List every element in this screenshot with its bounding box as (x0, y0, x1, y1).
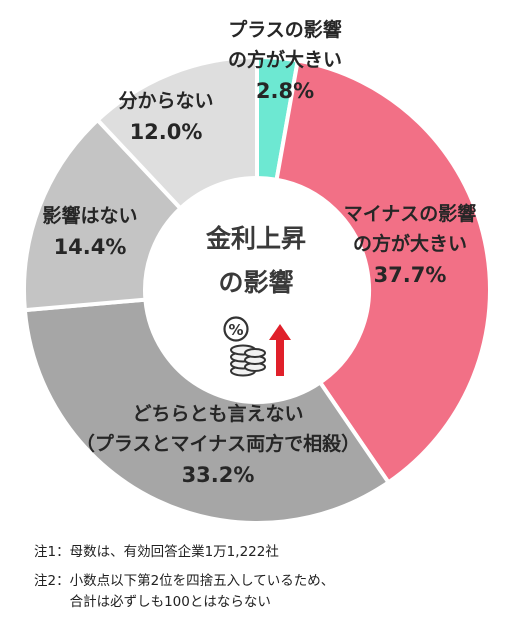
slice-label-1-line-2: の方が大きい (228, 48, 342, 71)
slice-label-2-line-1: マイナスの影響 (344, 202, 477, 225)
svg-text:%: % (228, 321, 243, 339)
slice-label-3-line-2: （プラスとマイナス両方で相殺） (76, 432, 360, 455)
chart-title-line-2: の影響 (218, 268, 293, 297)
interest-rate-rise-icon: % (223, 316, 291, 377)
slice-labels: プラスの影響の方が大きい2.8%マイナスの影響の方が大きい37.7%どちらとも言… (42, 18, 476, 487)
donut-chart: 金利上昇 の影響 % プラスの影響の方が大きい2.8%マイナスの影響の方が大きい… (22, 18, 492, 525)
donut-slice-2 (274, 58, 492, 486)
note-2: 注2： 小数点以下第2位を四捨五入しているため、 合計は必ずしも100とはならな… (34, 571, 334, 613)
slice-label-4-line-1: 影響はない (42, 204, 137, 227)
slice-value-1: 2.8% (256, 79, 314, 103)
donut-slice-3 (22, 297, 392, 525)
slice-label-5-line-1: 分からない (118, 90, 213, 112)
slice-label-1-line-1: プラスの影響 (228, 18, 342, 41)
chart-title-line-1: 金利上昇 (205, 224, 306, 253)
slice-value-2: 37.7% (374, 263, 447, 287)
slice-label-3-line-1: どちらとも言えない (132, 402, 303, 425)
notes: 注1： 母数は、有効回答企業1万1,222社 注2： 小数点以下第2位を四捨五入… (34, 542, 334, 613)
note-1-text: 母数は、有効回答企業1万1,222社 (69, 544, 279, 560)
slice-value-5: 12.0% (130, 120, 203, 144)
note-1-key: 注1： (34, 544, 70, 560)
donut-slice-5 (94, 54, 259, 212)
donut-slices (22, 54, 492, 525)
note-2-text: 小数点以下第2位を四捨五入しているため、 合計は必ずしも100とはならない (69, 573, 335, 610)
slice-value-4: 14.4% (54, 235, 127, 259)
slice-label-2-line-2: の方が大きい (353, 232, 467, 255)
note-2-key: 注2： (34, 573, 70, 589)
chart-center: 金利上昇 の影響 % (205, 224, 306, 377)
note-1: 注1： 母数は、有効回答企業1万1,222社 (34, 542, 334, 563)
slice-value-3: 33.2% (182, 463, 255, 487)
